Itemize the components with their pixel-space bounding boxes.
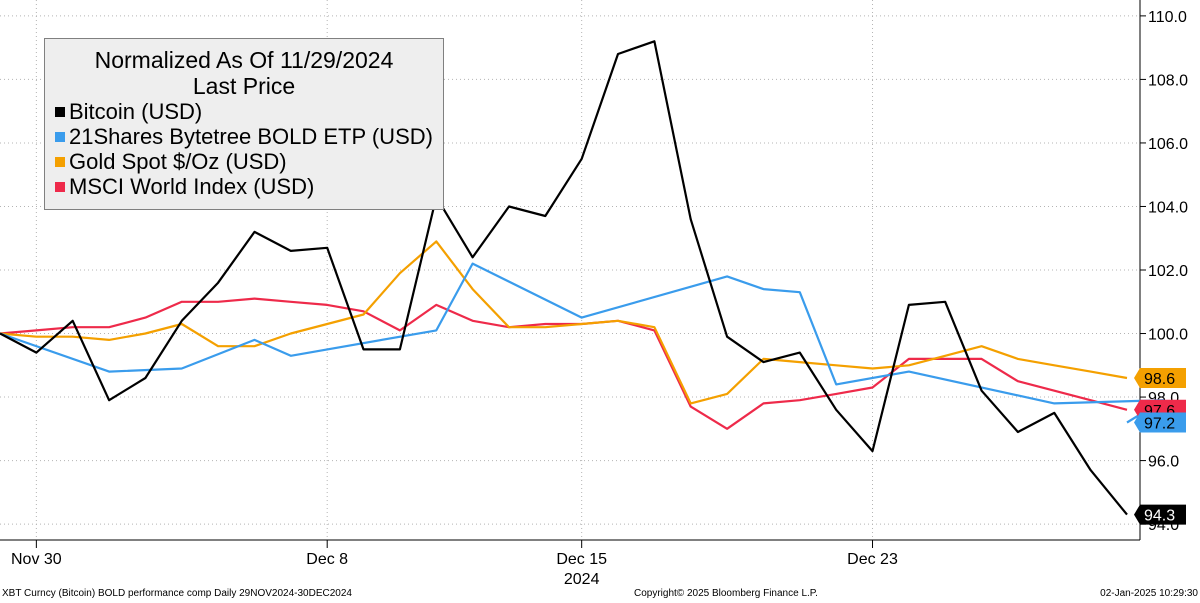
series-line-3 xyxy=(0,297,1128,430)
x-tick-label: Dec 15 xyxy=(556,551,607,568)
legend-title: Normalized As Of 11/29/2024 xyxy=(94,47,394,73)
y-tick-label: 104.0 xyxy=(1148,199,1188,216)
last-value-tag-bg xyxy=(1134,368,1186,388)
legend-label-bold: 21Shares Bytetree BOLD ETP (USD) xyxy=(69,124,433,149)
last-value-tag-bg xyxy=(1134,412,1186,433)
last-value-tag-label: 94.3 xyxy=(1144,508,1175,525)
chart-legend: Normalized As Of 11/29/2024 Last Price B… xyxy=(44,38,444,210)
x-year-label: 2024 xyxy=(564,571,600,588)
legend-swatch-msci xyxy=(55,181,65,192)
x-tick-label: Dec 23 xyxy=(847,551,898,568)
series-line-0 xyxy=(0,40,1128,516)
legend-item-bitcoin: Bitcoin (USD) xyxy=(55,99,433,124)
legend-label-bitcoin: Bitcoin (USD) xyxy=(69,99,203,124)
legend-swatch-bold xyxy=(55,131,65,142)
legend-item-msci: MSCI World Index (USD) xyxy=(55,174,433,199)
legend-item-gold: Gold Spot $/Oz (USD) xyxy=(55,149,433,174)
series-line-1 xyxy=(0,262,1165,424)
y-tick-label: 110.0 xyxy=(1148,9,1187,26)
legend-item-bold: 21Shares Bytetree BOLD ETP (USD) xyxy=(55,124,433,149)
x-tick-label: Nov 30 xyxy=(11,551,62,568)
footer-source: XBT Curncy (Bitcoin) BOLD performance co… xyxy=(2,588,352,599)
legend-swatch-bitcoin xyxy=(55,106,65,117)
y-tick-label: 102.0 xyxy=(1148,263,1188,280)
legend-subtitle: Last Price xyxy=(192,73,296,99)
last-value-tag-0: 94.3 xyxy=(1134,504,1186,525)
legend-label-gold: Gold Spot $/Oz (USD) xyxy=(69,149,287,174)
last-value-tag-label: 97.2 xyxy=(1144,415,1175,432)
footer-timestamp: 02-Jan-2025 10:29:30 xyxy=(1100,588,1198,599)
y-tick-label: 106.0 xyxy=(1148,136,1188,153)
last-value-tag-2: 98.6 xyxy=(1134,368,1186,388)
legend-swatch-gold xyxy=(55,156,65,167)
y-tick-label: 96.0 xyxy=(1148,454,1179,471)
footer-copyright: Copyright© 2025 Bloomberg Finance L.P. xyxy=(634,588,818,599)
series-line-2 xyxy=(0,240,1128,405)
last-value-tag-1: 97.2 xyxy=(1134,412,1186,433)
legend-label-msci: MSCI World Index (USD) xyxy=(69,174,315,199)
last-value-tag-label: 98.6 xyxy=(1144,371,1175,388)
x-tick-label: Dec 8 xyxy=(306,551,348,568)
y-tick-label: 100.0 xyxy=(1148,327,1188,344)
y-tick-label: 108.0 xyxy=(1148,72,1188,89)
last-value-tag-bg xyxy=(1134,504,1186,525)
